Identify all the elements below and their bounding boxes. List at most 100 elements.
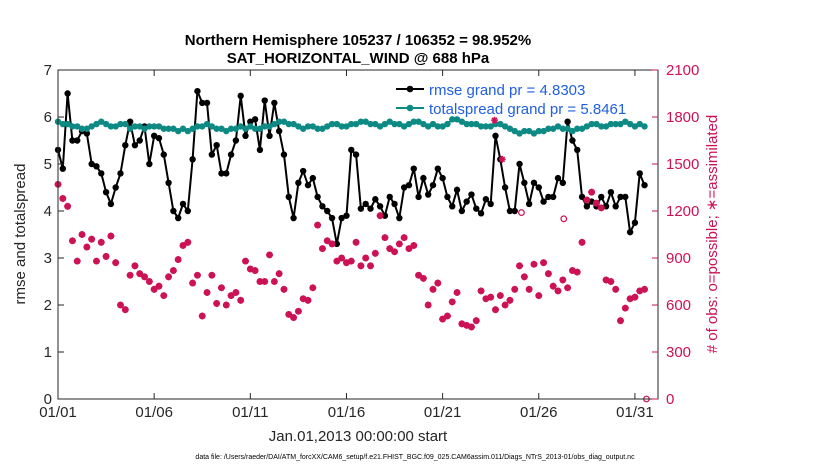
y-tick-label-left: 6 [44, 109, 52, 126]
data-point [487, 200, 494, 208]
data-point [261, 123, 268, 130]
data-point [626, 120, 634, 128]
extra-markers [491, 116, 650, 403]
data-point [362, 118, 369, 125]
data-point [405, 120, 413, 128]
obs-assimilated-point [261, 278, 269, 285]
data-point [607, 189, 615, 196]
data-point [444, 120, 451, 128]
data-point [612, 203, 619, 210]
data-point [126, 125, 134, 132]
data-point [631, 123, 639, 130]
obs-assimilated-point [285, 311, 293, 318]
obs-assimilated-point [583, 196, 591, 204]
data-point [256, 146, 264, 154]
data-point [612, 120, 619, 128]
obs-assimilated-point [626, 295, 634, 303]
legend-rmse-label: rmse grand pr = 4.8303 [429, 82, 585, 99]
data-point [530, 179, 538, 186]
data-point [578, 193, 586, 201]
data-point [223, 170, 230, 177]
data-point [314, 125, 321, 132]
data-point [554, 123, 562, 130]
data-point [348, 120, 355, 128]
obs-assimilated-point [319, 245, 326, 252]
data-point [184, 207, 192, 215]
data-point [391, 200, 398, 208]
data-point [208, 123, 216, 130]
obs-assimilated-point [448, 298, 456, 306]
obs-assimilated-point [294, 307, 302, 315]
obs-assimilated-point [194, 271, 201, 279]
obs-assimilated-point [78, 231, 86, 238]
obs-assimilated-point [59, 195, 67, 202]
data-point [179, 200, 187, 208]
data-point [232, 125, 240, 132]
obs-assimilated-point [213, 300, 221, 307]
data-point [290, 214, 297, 222]
obs-assimilated-point [381, 234, 389, 242]
data-point [266, 132, 273, 139]
data-point [261, 97, 268, 104]
data-point [88, 160, 95, 168]
obs-assimilated-point [328, 240, 336, 248]
data-point [83, 130, 91, 137]
obs-assimilated-point [237, 296, 245, 304]
data-point [473, 120, 480, 128]
obs-assimilated-point [232, 289, 240, 296]
data-point [237, 123, 244, 130]
data-point [69, 137, 76, 144]
data-point [285, 120, 292, 128]
series-filled-circle-0 [54, 87, 648, 248]
data-point [309, 174, 317, 182]
obs-assimilated-point [516, 262, 523, 270]
data-point [280, 151, 288, 158]
data-point [146, 160, 153, 168]
data-point [420, 174, 427, 182]
data-point [506, 125, 514, 132]
series-filled-circle-1 [54, 116, 648, 137]
obs-assimilated-point [121, 306, 129, 314]
data-point [540, 198, 547, 205]
data-point [530, 130, 538, 137]
obs-assimilated-point [323, 237, 331, 245]
obs-assimilated-point [429, 285, 437, 293]
obs-assimilated-point [179, 242, 187, 249]
obs-assimilated-point [362, 254, 370, 262]
obs-assimilated-point [141, 273, 148, 281]
data-point [549, 125, 557, 132]
data-point [319, 125, 326, 132]
obs-assimilated-point [102, 253, 110, 260]
y-tick-label-left: 5 [44, 156, 52, 173]
obs-assimilated-point [338, 254, 346, 262]
legend-rmse-marker [406, 85, 414, 93]
data-point [463, 198, 470, 205]
data-point [602, 123, 610, 130]
y-axis-label-right: # of obs: o=possible; ∗=assimilated [704, 115, 721, 354]
y-tick-label-right: 600 [666, 297, 691, 314]
data-point [396, 214, 403, 222]
data-point [626, 228, 634, 236]
obs-assimilated-point [419, 274, 427, 282]
obs-assimilated-point [434, 279, 442, 287]
obs-possible-point [518, 209, 525, 216]
data-point [386, 118, 393, 125]
obs-assimilated-point [593, 199, 600, 207]
data-point [107, 200, 115, 208]
data-point [468, 120, 475, 128]
data-point [434, 123, 442, 130]
data-point [376, 123, 384, 130]
data-point [506, 207, 514, 215]
data-point [396, 120, 403, 128]
data-point [189, 156, 196, 163]
data-point [463, 120, 470, 128]
data-point [165, 179, 172, 186]
data-point [83, 125, 91, 132]
data-point [458, 207, 466, 215]
obs-assimilated-point [612, 285, 620, 293]
data-point [179, 125, 187, 132]
obs-assimilated-point [525, 285, 533, 293]
obs-assimilated-point [501, 301, 509, 309]
data-point [559, 125, 567, 132]
